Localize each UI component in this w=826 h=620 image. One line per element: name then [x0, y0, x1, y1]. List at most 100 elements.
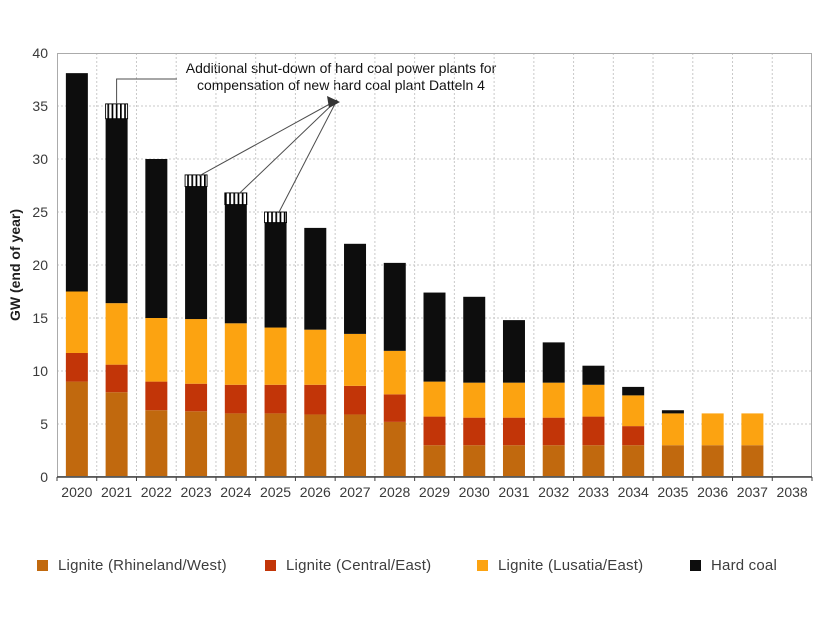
bar-segment-2024-lignite-lusatia — [224, 323, 247, 385]
x-tick-label-2022: 2022 — [140, 484, 172, 500]
bar-segment-2027-lignite-rhineland — [344, 414, 367, 477]
bar-segment-2037-lignite-rhineland — [741, 445, 764, 477]
bar-segment-2021-lignite-lusatia — [105, 303, 128, 365]
legend-label-lignite-rhineland: Lignite (Rhineland/West) — [58, 557, 227, 574]
bar-segment-2022-lignite-lusatia — [145, 318, 168, 382]
bar-segment-2025-lignite-central — [264, 384, 287, 414]
bar-segment-2027-lignite-central — [344, 385, 367, 415]
bar-segment-2023-hard-coal — [185, 186, 208, 320]
bar-segment-2020-lignite-central — [65, 352, 88, 382]
bar-segment-2032-lignite-central — [542, 417, 565, 446]
bar-segment-2031-hard-coal — [502, 320, 525, 383]
legend-swatch-lignite-lusatia — [477, 560, 488, 571]
y-tick-label-5: 5 — [40, 416, 48, 432]
bar-segment-2029-hard-coal — [423, 292, 446, 382]
bar-segment-2024-lignite-rhineland — [224, 413, 247, 477]
bar-segment-2029-lignite-rhineland — [423, 445, 446, 477]
bar-segment-2023-lignite-rhineland — [185, 411, 208, 477]
bar-segment-2028-hard-coal — [383, 262, 406, 351]
annotation-text: Additional shut-down of hard coal power … — [160, 60, 522, 94]
y-tick-label-15: 15 — [32, 310, 48, 326]
legend-swatch-lignite-central — [265, 560, 276, 571]
bar-segment-2036-lignite-lusatia — [701, 413, 724, 446]
bar-segment-2022-lignite-central — [145, 381, 168, 411]
y-tick-label-25: 25 — [32, 204, 48, 220]
bar-segment-2022-hard-coal — [145, 159, 168, 318]
bar-segment-2035-lignite-lusatia — [661, 413, 684, 446]
y-tick-label-30: 30 — [32, 151, 48, 167]
bar-segment-2031-lignite-lusatia — [502, 382, 525, 418]
y-tick-label-10: 10 — [32, 363, 48, 379]
bar-segment-2021-hard-coal — [105, 118, 128, 304]
annotation-arrowhead — [327, 96, 340, 108]
bar-segment-2023-lignite-lusatia — [185, 319, 208, 384]
bar-segment-2026-lignite-central — [304, 384, 327, 415]
y-tick-label-40: 40 — [32, 45, 48, 61]
bar-segment-2026-lignite-lusatia — [304, 329, 327, 385]
x-tick-label-2032: 2032 — [538, 484, 570, 500]
bar-segment-2028-lignite-central — [383, 394, 406, 422]
annotation-line-1: Additional shut-down of hard coal power … — [185, 60, 497, 76]
annotation-connector — [278, 99, 338, 214]
y-tick-label-35: 35 — [32, 98, 48, 114]
x-tick-label-2027: 2027 — [339, 484, 371, 500]
bar-segment-2033-lignite-lusatia — [582, 384, 605, 417]
x-tick-label-2021: 2021 — [101, 484, 133, 500]
bar-segment-2028-lignite-rhineland — [383, 421, 406, 477]
bar-segment-2033-lignite-central — [582, 416, 605, 446]
x-tick-label-2025: 2025 — [259, 484, 292, 500]
bar-segment-2022-lignite-rhineland — [145, 410, 168, 477]
bar-segment-2020-lignite-lusatia — [65, 291, 88, 353]
bar-segment-2032-hard-coal — [542, 342, 565, 383]
plot-area — [56, 53, 813, 481]
hatched-segment-2024 — [224, 192, 248, 206]
x-tick-label-2035: 2035 — [657, 484, 689, 500]
bar-segment-2026-lignite-rhineland — [304, 414, 327, 477]
bar-segment-2034-lignite-lusatia — [622, 395, 645, 427]
x-tick-label-2038: 2038 — [776, 484, 808, 500]
bar-segment-2033-hard-coal — [582, 365, 605, 385]
x-tick-label-2033: 2033 — [577, 484, 610, 500]
hatched-segment-2021 — [105, 103, 129, 120]
legend-label-hard-coal: Hard coal — [711, 557, 777, 574]
hatched-segment-2025 — [264, 211, 288, 224]
bar-segment-2020-lignite-rhineland — [65, 381, 88, 477]
annotation-connector — [116, 78, 177, 104]
legend-swatch-hard-coal — [690, 560, 701, 571]
legend-label-lignite-central: Lignite (Central/East) — [286, 557, 432, 574]
bar-segment-2033-lignite-rhineland — [582, 445, 605, 477]
bar-segment-2030-lignite-rhineland — [463, 445, 486, 477]
x-tick-label-2023: 2023 — [180, 484, 212, 500]
bar-segment-2027-hard-coal — [344, 243, 367, 334]
bar-segment-2025-lignite-lusatia — [264, 327, 287, 385]
y-tick-label-20: 20 — [32, 257, 48, 273]
bar-segment-2034-lignite-central — [622, 426, 645, 446]
bar-segment-2029-lignite-lusatia — [423, 381, 446, 417]
x-tick-label-2020: 2020 — [61, 484, 93, 500]
bar-segment-2029-lignite-central — [423, 416, 446, 446]
y-tick-label-0: 0 — [40, 469, 48, 485]
bar-segment-2032-lignite-rhineland — [542, 445, 565, 477]
bar-segment-2025-hard-coal — [264, 222, 287, 328]
x-tick-label-2026: 2026 — [299, 484, 331, 500]
bar-segment-2031-lignite-rhineland — [502, 445, 525, 477]
bar-segment-2034-lignite-rhineland — [622, 445, 645, 477]
bar-segment-2025-lignite-rhineland — [264, 413, 287, 477]
bar-segment-2024-lignite-central — [224, 384, 247, 414]
bar-segment-2026-hard-coal — [304, 227, 327, 330]
bar-segment-2023-lignite-central — [185, 383, 208, 412]
bar-segment-2034-hard-coal — [622, 386, 645, 396]
bar-segment-2037-lignite-lusatia — [741, 413, 764, 446]
bar-segment-2021-lignite-central — [105, 364, 128, 393]
bar-segment-2024-hard-coal — [224, 204, 247, 324]
bar-segment-2030-lignite-lusatia — [463, 382, 486, 418]
bar-segment-2021-lignite-rhineland — [105, 392, 128, 477]
bar-segment-2035-hard-coal — [661, 410, 684, 414]
bar-segment-2030-hard-coal — [463, 296, 486, 383]
annotation-connector — [238, 99, 338, 195]
bar-segment-2035-lignite-rhineland — [661, 445, 684, 477]
hatched-segment-2023 — [184, 174, 208, 188]
x-tick-label-2024: 2024 — [220, 484, 252, 500]
annotation-connector — [198, 99, 338, 177]
